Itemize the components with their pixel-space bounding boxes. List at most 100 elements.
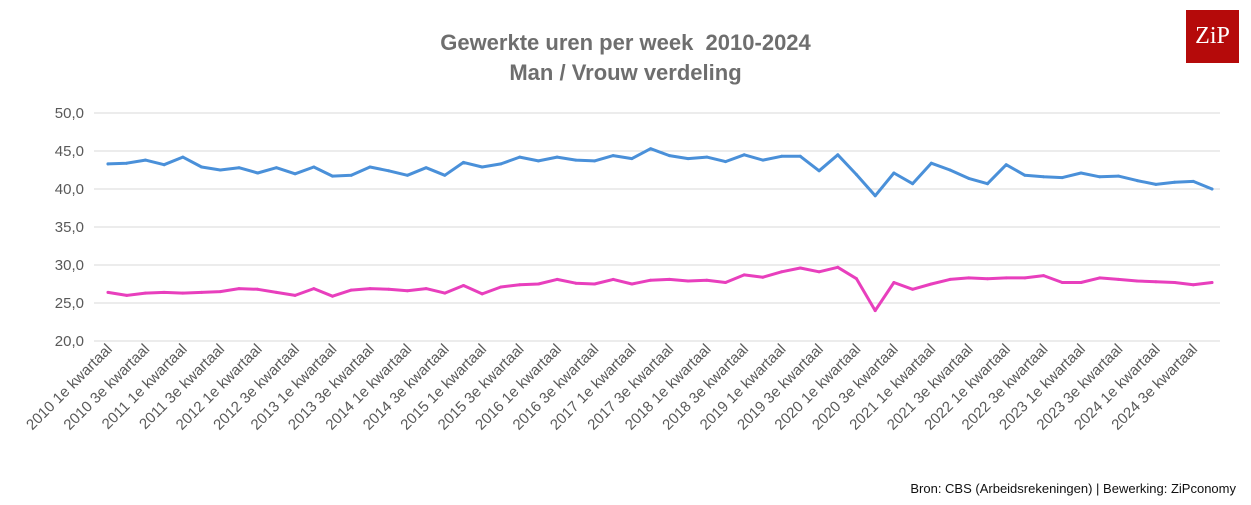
y-tick-label: 25,0	[55, 295, 84, 312]
data-point	[274, 166, 278, 170]
data-point	[312, 165, 316, 169]
data-point	[686, 157, 690, 161]
data-point	[967, 176, 971, 180]
data-point	[312, 287, 316, 291]
data-point	[443, 173, 447, 177]
data-point	[1079, 281, 1083, 284]
data-point	[237, 287, 241, 291]
data-point	[1060, 176, 1064, 180]
data-point	[1023, 276, 1027, 280]
data-point	[649, 147, 653, 151]
data-point	[855, 277, 858, 281]
data-point	[1191, 283, 1195, 287]
data-point	[1079, 171, 1083, 175]
data-point	[480, 292, 484, 296]
data-point	[462, 284, 465, 287]
data-point	[237, 166, 241, 170]
data-point	[424, 166, 428, 170]
data-point	[761, 275, 765, 279]
data-point	[929, 282, 933, 286]
data-point	[705, 155, 709, 159]
data-point	[200, 290, 204, 294]
data-point	[162, 163, 166, 167]
data-point	[443, 291, 447, 295]
data-point	[1098, 175, 1102, 179]
data-point	[274, 290, 278, 294]
data-point	[798, 266, 802, 270]
y-tick-label: 50,0	[55, 105, 84, 122]
data-point	[817, 270, 821, 274]
series-line-vrouw	[106, 265, 1214, 313]
data-point	[1154, 182, 1158, 186]
y-tick-label: 30,0	[55, 257, 84, 274]
zip-logo-text: ZiP	[1195, 23, 1230, 49]
data-point	[125, 293, 129, 297]
data-point	[536, 159, 540, 163]
data-point	[349, 173, 353, 177]
data-point	[873, 194, 877, 198]
data-point	[761, 158, 765, 162]
data-point	[106, 290, 110, 294]
data-point	[462, 160, 465, 164]
data-point	[424, 287, 428, 291]
data-point	[499, 162, 503, 166]
data-point	[293, 293, 297, 297]
data-point	[405, 289, 409, 293]
data-point	[630, 282, 634, 286]
data-point	[405, 173, 409, 177]
data-point	[200, 165, 204, 169]
data-point	[218, 168, 222, 172]
data-point	[1116, 277, 1120, 281]
data-point	[836, 153, 840, 157]
data-point	[611, 277, 615, 281]
data-point	[742, 153, 746, 157]
data-point	[593, 282, 596, 286]
series-lines	[106, 147, 1214, 313]
data-point	[518, 283, 522, 287]
data-point	[387, 287, 391, 291]
data-point	[1042, 274, 1046, 278]
data-point	[480, 165, 484, 169]
data-point	[555, 155, 559, 159]
data-point	[855, 173, 858, 177]
data-point	[593, 159, 596, 163]
data-point	[368, 165, 372, 169]
data-point	[218, 290, 222, 294]
data-point	[387, 169, 391, 173]
data-point	[892, 171, 896, 175]
data-point	[1023, 173, 1027, 177]
data-point	[1042, 175, 1046, 179]
data-point	[1004, 276, 1008, 280]
y-tick-label: 45,0	[55, 143, 84, 160]
data-point	[817, 169, 821, 173]
data-point	[331, 294, 334, 298]
data-point	[873, 309, 877, 313]
data-point	[1173, 180, 1177, 184]
data-point	[518, 155, 522, 159]
data-point	[143, 291, 147, 295]
data-point	[742, 273, 746, 277]
data-point	[1098, 276, 1102, 280]
y-axis-ticks: 20,0 25,0 30,0 35,0 40,0 45,0 50,0	[55, 105, 84, 350]
y-tick-label: 35,0	[55, 219, 84, 236]
data-point	[892, 281, 896, 284]
data-point	[967, 276, 971, 280]
gridlines	[94, 112, 1220, 342]
data-point	[181, 155, 185, 159]
data-point	[798, 154, 802, 158]
data-point	[667, 277, 671, 281]
data-point	[555, 277, 559, 281]
data-point	[705, 278, 709, 282]
data-point	[836, 265, 840, 269]
chart-title-line-1: Gewerkte uren per week 2010-2024	[440, 30, 811, 55]
data-point	[1210, 187, 1214, 191]
data-point	[1116, 174, 1120, 178]
data-point	[780, 154, 784, 158]
data-point	[256, 171, 260, 175]
data-point	[1154, 280, 1158, 284]
data-point	[1173, 281, 1177, 284]
data-point	[686, 279, 690, 283]
data-point	[911, 182, 915, 186]
data-point	[986, 277, 989, 281]
data-point	[536, 282, 540, 286]
